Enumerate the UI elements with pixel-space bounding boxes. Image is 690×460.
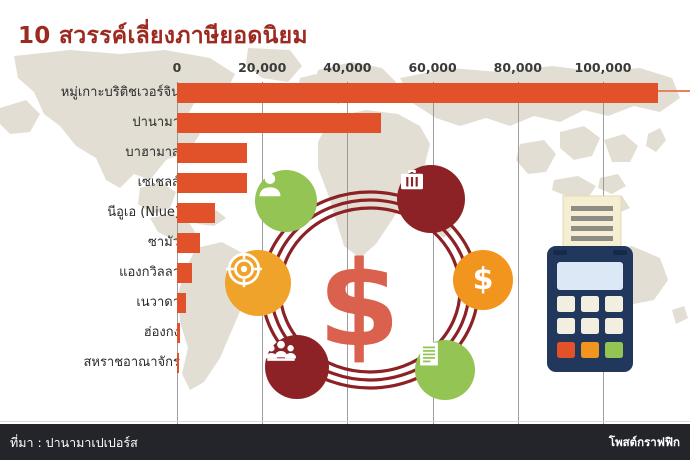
bar: [177, 113, 382, 133]
bar: [177, 143, 248, 163]
people-group-icon: [265, 340, 297, 361]
person-node: [255, 170, 317, 232]
gridline: [517, 82, 519, 435]
gridline: [347, 82, 349, 435]
bar-row: ปานามา: [0, 112, 690, 142]
bar-row: นีอูเอ (Niue): [0, 202, 690, 232]
bar-category-label: ปานามา: [132, 115, 180, 130]
dollar-coin-node: $: [453, 250, 513, 310]
gridline-zero: [177, 82, 178, 435]
person-icon: [259, 173, 281, 197]
briefcase-icon: [401, 170, 423, 190]
bar: [177, 293, 186, 313]
bar-category-label: ฮ่องกง: [143, 325, 180, 340]
footer-source-text: ที่มา : ปานามาเปเปอร์ส: [10, 435, 138, 450]
target-node: [225, 250, 291, 316]
footer-credit-text: โพสต์กราฟฟิก: [608, 435, 680, 449]
bar-row: ซามัว: [0, 232, 690, 262]
dollar-coin-icon: $: [472, 262, 494, 297]
bar-category-label: สหราชอาณาจักร: [83, 355, 180, 370]
bar-row: หมู่เกาะบริติชเวอร์จิน: [0, 82, 690, 112]
bar-category-label: บาฮามาส: [125, 145, 180, 160]
x-axis-tick-label: 80,000: [493, 60, 542, 75]
x-axis-tick-label: 60,000: [408, 60, 457, 75]
bar-category-label: เนวาดา: [136, 295, 180, 310]
bar-category-label: แองกวิลลา: [119, 265, 180, 280]
bar: [177, 353, 179, 373]
x-axis-tick-label: 100,000: [574, 60, 632, 75]
bar: [177, 83, 659, 103]
bar-list: หมู่เกาะบริติชเวอร์จินปานามาบาฮามาสเซเชล…: [0, 82, 690, 382]
bar: [177, 203, 216, 223]
people-group-node: [265, 335, 329, 399]
bar-row: สหราชอาณาจักร: [0, 352, 690, 382]
x-axis-tick-label: 0: [172, 60, 182, 75]
bar-row: เซเชลส์: [0, 172, 690, 202]
bar-category-label: เซเชลส์: [137, 175, 180, 190]
page-title: 10 สวรรค์เลี่ยงภาษียอดนิยม: [18, 23, 308, 49]
footer-bar: ที่มา : ปานามาเปเปอร์ส โพสต์กราฟฟิก: [0, 424, 690, 460]
document-icon: [420, 342, 438, 366]
bar-category-label: ซามัว: [148, 235, 180, 250]
x-axis-tick-label: 20,000: [238, 60, 287, 75]
bar: [177, 263, 192, 283]
bar-row: แองกวิลลา: [0, 262, 690, 292]
bar-category-label: หมู่เกาะบริติชเวอร์จิน: [60, 85, 180, 100]
document-node: [415, 340, 475, 400]
network-graphic: $: [225, 165, 515, 415]
footer-divider: [0, 421, 690, 422]
bar: [177, 323, 181, 343]
bar-row: เนวาดา: [0, 292, 690, 322]
card-terminal-graphic: [525, 190, 675, 415]
briefcase-node: [397, 165, 465, 233]
x-axis-tick-label: 40,000: [323, 60, 372, 75]
bar: [177, 233, 200, 253]
bar: [177, 173, 248, 193]
dollar-sign-graphic: $: [318, 235, 401, 373]
target-icon: [225, 250, 263, 288]
bar-category-label: นีอูเอ (Niue): [107, 205, 180, 220]
gridline: [432, 82, 434, 435]
bar-row: ฮ่องกง: [0, 322, 690, 352]
bar-row: บาฮามาส: [0, 142, 690, 172]
